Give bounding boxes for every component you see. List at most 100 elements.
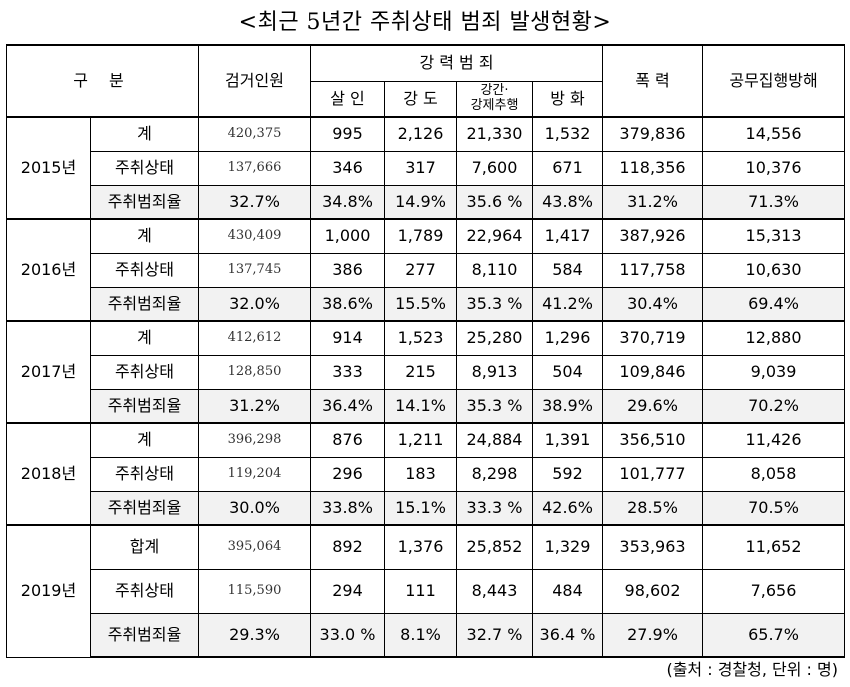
table-row: 주취범죄율 32.7% 34.8% 14.9% 35.6 % 43.8% 31.2% 71.3… — [7, 184, 846, 220]
cell-robbery: 15.1% — [384, 490, 457, 526]
cell-assault: 387,926 — [602, 218, 704, 254]
cell-arson: 1,296 — [531, 320, 604, 356]
header-murder: 살 인 — [310, 80, 385, 118]
cell-arson: 42.6% — [531, 490, 604, 526]
header-rape: 강간· 강제추행 — [456, 80, 533, 118]
cell-arson: 504 — [531, 354, 604, 390]
cell-robbery: 15.5% — [384, 286, 457, 322]
year-cell: 2017년 — [6, 320, 91, 424]
row-label: 주취범죄율 — [90, 388, 199, 424]
cell-rape: 7,600 — [456, 150, 533, 186]
cell-rape: 24,884 — [456, 422, 533, 458]
crime-stats-table: 구 분 검거인원 강 력 범 죄 폭 력 공무집행방해 살 인 강 도 강간· … — [6, 44, 846, 658]
cell-arrested: 115,590 — [198, 568, 311, 614]
cell-arson: 1,532 — [531, 116, 604, 152]
table-row: 주취범죄율 29.3% 33.0 % 8.1% 32.7 % 36.4 % 27.9% 65.… — [7, 612, 846, 658]
cell-arson: 43.8% — [531, 184, 604, 220]
year-cell: 2019년 — [6, 524, 91, 658]
cell-assault: 31.2% — [602, 184, 704, 220]
table-row: 주취상태 137,666 346 317 7,600 671 118,356 10,376 — [7, 150, 846, 186]
table-row: 주취범죄율 31.2% 36.4% 14.1% 35.3 % 38.9% 29.6% 70.2… — [7, 388, 846, 424]
cell-arrested: 119,204 — [198, 456, 311, 492]
header-assault: 폭 력 — [602, 44, 704, 118]
cell-assault: 30.4% — [602, 286, 704, 322]
cell-murder: 346 — [310, 150, 385, 186]
cell-arrested: 396,298 — [198, 422, 311, 458]
cell-robbery: 215 — [384, 354, 457, 390]
header-violent-crime: 강 력 범 죄 — [309, 44, 604, 82]
cell-robbery: 14.1% — [384, 388, 457, 424]
cell-arson: 36.4 % — [531, 612, 604, 658]
year-cell: 2015년 — [6, 116, 91, 220]
cell-murder: 38.6% — [310, 286, 385, 322]
row-label: 주취상태 — [90, 568, 199, 614]
cell-assault: 101,777 — [602, 456, 704, 492]
row-label: 주취범죄율 — [90, 612, 199, 658]
row-label: 주취상태 — [90, 456, 199, 492]
cell-arrested: 137,745 — [198, 252, 311, 288]
cell-robbery: 111 — [384, 568, 457, 614]
cell-obstruction: 69.4% — [702, 286, 846, 322]
row-label: 계 — [90, 320, 199, 356]
cell-obstruction: 70.2% — [702, 388, 846, 424]
year-cell: 2018년 — [6, 422, 91, 526]
cell-obstruction: 11,652 — [702, 524, 846, 570]
cell-obstruction: 15,313 — [702, 218, 846, 254]
header-robbery: 강 도 — [384, 80, 457, 118]
row-label: 주취범죄율 — [90, 184, 199, 220]
cell-robbery: 1,523 — [384, 320, 457, 356]
cell-murder: 914 — [310, 320, 385, 356]
table-row: 주취상태 119,204 296 183 8,298 592 101,777 8,058 — [7, 456, 846, 492]
cell-arrested: 32.7% — [198, 184, 311, 220]
cell-arrested: 137,666 — [198, 150, 311, 186]
cell-murder: 33.0 % — [310, 612, 385, 658]
cell-rape: 22,964 — [456, 218, 533, 254]
cell-robbery: 1,211 — [384, 422, 457, 458]
cell-assault: 117,758 — [602, 252, 704, 288]
cell-murder: 1,000 — [310, 218, 385, 254]
cell-obstruction: 9,039 — [702, 354, 846, 390]
cell-assault: 27.9% — [602, 612, 704, 658]
cell-arrested: 30.0% — [198, 490, 311, 526]
cell-rape: 33.3 % — [456, 490, 533, 526]
cell-rape: 8,110 — [456, 252, 533, 288]
table-row: 주취상태 115,590 294 111 8,443 484 98,602 7,656 — [7, 568, 846, 614]
cell-obstruction: 70.5% — [702, 490, 846, 526]
cell-murder: 33.8% — [310, 490, 385, 526]
cell-murder: 36.4% — [310, 388, 385, 424]
cell-arrested: 412,612 — [198, 320, 311, 356]
cell-arson: 1,391 — [531, 422, 604, 458]
cell-robbery: 2,126 — [384, 116, 457, 152]
cell-assault: 109,846 — [602, 354, 704, 390]
row-label: 계 — [90, 116, 199, 152]
cell-murder: 876 — [310, 422, 385, 458]
table-row: 주취상태 128,850 333 215 8,913 504 109,846 9,039 — [7, 354, 846, 390]
cell-rape: 35.3 % — [456, 286, 533, 322]
cell-murder: 333 — [310, 354, 385, 390]
cell-arrested: 430,409 — [198, 218, 311, 254]
cell-assault: 28.5% — [602, 490, 704, 526]
cell-arson: 592 — [531, 456, 604, 492]
cell-robbery: 8.1% — [384, 612, 457, 658]
cell-assault: 356,510 — [602, 422, 704, 458]
cell-obstruction: 8,058 — [702, 456, 846, 492]
row-label: 주취범죄율 — [90, 490, 199, 526]
cell-rape: 25,280 — [456, 320, 533, 356]
cell-assault: 353,963 — [602, 524, 704, 570]
cell-robbery: 277 — [384, 252, 457, 288]
cell-arrested: 128,850 — [198, 354, 311, 390]
cell-obstruction: 65.7% — [702, 612, 846, 658]
cell-assault: 118,356 — [602, 150, 704, 186]
cell-murder: 386 — [310, 252, 385, 288]
cell-robbery: 14.9% — [384, 184, 457, 220]
cell-robbery: 1,376 — [384, 524, 457, 570]
cell-arrested: 395,064 — [198, 524, 311, 570]
row-label: 계 — [90, 422, 199, 458]
cell-arson: 1,417 — [531, 218, 604, 254]
cell-murder: 296 — [310, 456, 385, 492]
cell-murder: 995 — [310, 116, 385, 152]
page-title: <최근 5년간 주취상태 범죄 발생현황> — [238, 10, 612, 35]
cell-arson: 41.2% — [531, 286, 604, 322]
cell-obstruction: 11,426 — [702, 422, 846, 458]
table-row: 2017년 계 412,612 914 1,523 25,280 1,296 370,719 1… — [6, 320, 846, 424]
